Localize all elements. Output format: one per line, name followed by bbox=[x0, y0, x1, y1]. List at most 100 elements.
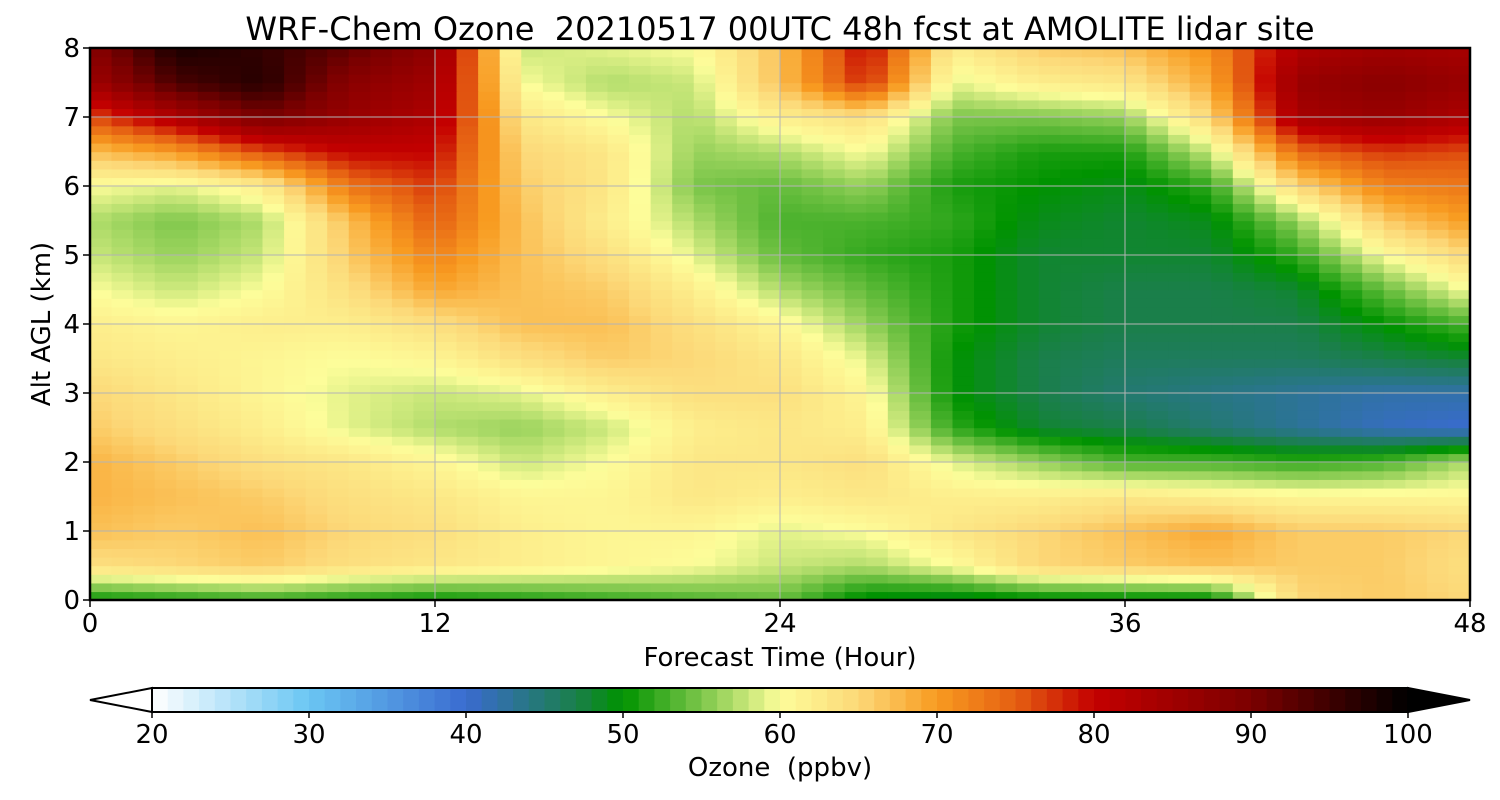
heatmap-cell bbox=[370, 168, 393, 179]
heatmap-cell bbox=[1275, 142, 1299, 153]
heatmap-cell bbox=[693, 151, 717, 161]
heatmap-cell bbox=[284, 280, 307, 291]
heatmap-cell bbox=[305, 99, 328, 110]
heatmap-cell bbox=[1275, 574, 1299, 584]
heatmap-cell bbox=[219, 272, 242, 282]
heatmap-cell bbox=[1081, 349, 1105, 360]
heatmap-cell bbox=[564, 531, 587, 541]
heatmap-cell bbox=[823, 539, 846, 549]
heatmap-cell bbox=[478, 255, 501, 265]
heatmap-cell bbox=[607, 401, 630, 411]
heatmap-cell bbox=[1426, 220, 1450, 230]
heatmap-cell bbox=[1297, 341, 1320, 351]
heatmap-cell bbox=[391, 522, 415, 532]
x-tick-label: 24 bbox=[763, 609, 796, 639]
heatmap-cell bbox=[1426, 384, 1450, 394]
heatmap-cell bbox=[844, 298, 867, 308]
heatmap-cell bbox=[585, 393, 609, 403]
heatmap-cell bbox=[1038, 160, 1062, 170]
heatmap-cell bbox=[974, 384, 997, 394]
heatmap-cell bbox=[844, 444, 867, 455]
heatmap-cell bbox=[866, 531, 889, 541]
heatmap-cell bbox=[111, 591, 134, 600]
heatmap-cell bbox=[1405, 487, 1428, 498]
heatmap-cell bbox=[1254, 91, 1277, 101]
heatmap-cell bbox=[564, 65, 587, 75]
heatmap-cell bbox=[154, 410, 177, 420]
heatmap-cell bbox=[1426, 194, 1450, 204]
heatmap-cell bbox=[887, 556, 911, 567]
heatmap-cell bbox=[456, 505, 479, 515]
heatmap-cell bbox=[133, 73, 156, 84]
heatmap-cell bbox=[887, 324, 911, 334]
heatmap-cell bbox=[1448, 522, 1470, 532]
heatmap-cell bbox=[1297, 142, 1320, 153]
heatmap-cell bbox=[887, 591, 911, 600]
heatmap-cell bbox=[995, 82, 1018, 92]
heatmap-cell bbox=[1146, 324, 1169, 334]
heatmap-cell bbox=[542, 574, 566, 584]
heatmap-cell bbox=[262, 315, 285, 325]
heatmap-cell bbox=[693, 393, 717, 403]
heatmap-cell bbox=[1232, 358, 1256, 368]
heatmap-cell bbox=[154, 582, 177, 593]
heatmap-cell bbox=[305, 151, 328, 161]
heatmap-cell bbox=[478, 375, 501, 386]
heatmap-cell bbox=[974, 263, 997, 273]
heatmap-cell bbox=[1405, 65, 1428, 75]
heatmap-cell bbox=[1081, 565, 1105, 575]
heatmap-cell bbox=[413, 453, 436, 463]
heatmap-cell bbox=[1232, 255, 1256, 265]
heatmap-cell bbox=[219, 203, 242, 213]
heatmap-cell bbox=[1125, 582, 1148, 593]
heatmap-cell bbox=[197, 375, 221, 386]
heatmap-cell bbox=[1017, 298, 1040, 308]
heatmap-cell bbox=[111, 160, 134, 170]
heatmap-cell bbox=[413, 479, 436, 489]
heatmap-cell bbox=[1038, 229, 1062, 239]
heatmap-cell bbox=[1319, 436, 1342, 446]
heatmap-cell bbox=[1146, 358, 1169, 368]
heatmap-cell bbox=[478, 160, 501, 170]
heatmap-cell bbox=[1060, 479, 1083, 489]
heatmap-cell bbox=[284, 177, 307, 187]
heatmap-cell bbox=[262, 125, 285, 135]
heatmap-cell bbox=[111, 436, 134, 446]
heatmap-cell bbox=[801, 82, 824, 92]
heatmap-cell bbox=[90, 393, 113, 403]
heatmap-cell bbox=[219, 142, 242, 153]
heatmap-cell bbox=[607, 289, 630, 299]
heatmap-cell bbox=[499, 556, 522, 567]
heatmap-cell bbox=[154, 168, 177, 179]
heatmap-cell bbox=[111, 229, 134, 239]
heatmap-cell bbox=[348, 272, 372, 282]
heatmap-cell bbox=[1081, 229, 1105, 239]
heatmap-cell bbox=[90, 280, 113, 291]
heatmap-cell bbox=[391, 393, 415, 403]
heatmap-cell bbox=[435, 487, 458, 498]
heatmap-cell bbox=[952, 168, 975, 179]
heatmap-cell bbox=[154, 134, 177, 144]
heatmap-cell bbox=[1362, 384, 1385, 394]
heatmap-cell bbox=[219, 315, 242, 325]
heatmap-cell bbox=[1340, 522, 1363, 532]
heatmap-cell bbox=[154, 82, 177, 92]
heatmap-cell bbox=[176, 220, 199, 230]
heatmap-cell bbox=[672, 393, 695, 403]
heatmap-cell bbox=[1146, 513, 1169, 524]
heatmap-cell bbox=[780, 160, 803, 170]
heatmap-cell bbox=[370, 505, 393, 515]
heatmap-cell bbox=[780, 418, 803, 429]
heatmap-cell bbox=[844, 418, 867, 429]
heatmap-cell bbox=[736, 487, 760, 498]
heatmap-cell bbox=[801, 151, 824, 161]
heatmap-cell bbox=[1189, 306, 1212, 317]
heatmap-cell bbox=[629, 289, 652, 299]
heatmap-cell bbox=[1254, 151, 1277, 161]
heatmap-cell bbox=[758, 393, 781, 403]
heatmap-cell bbox=[284, 160, 307, 170]
heatmap-cell bbox=[736, 375, 760, 386]
heatmap-cell bbox=[542, 186, 566, 196]
heatmap-cell bbox=[974, 427, 997, 437]
heatmap-cell bbox=[995, 393, 1018, 403]
